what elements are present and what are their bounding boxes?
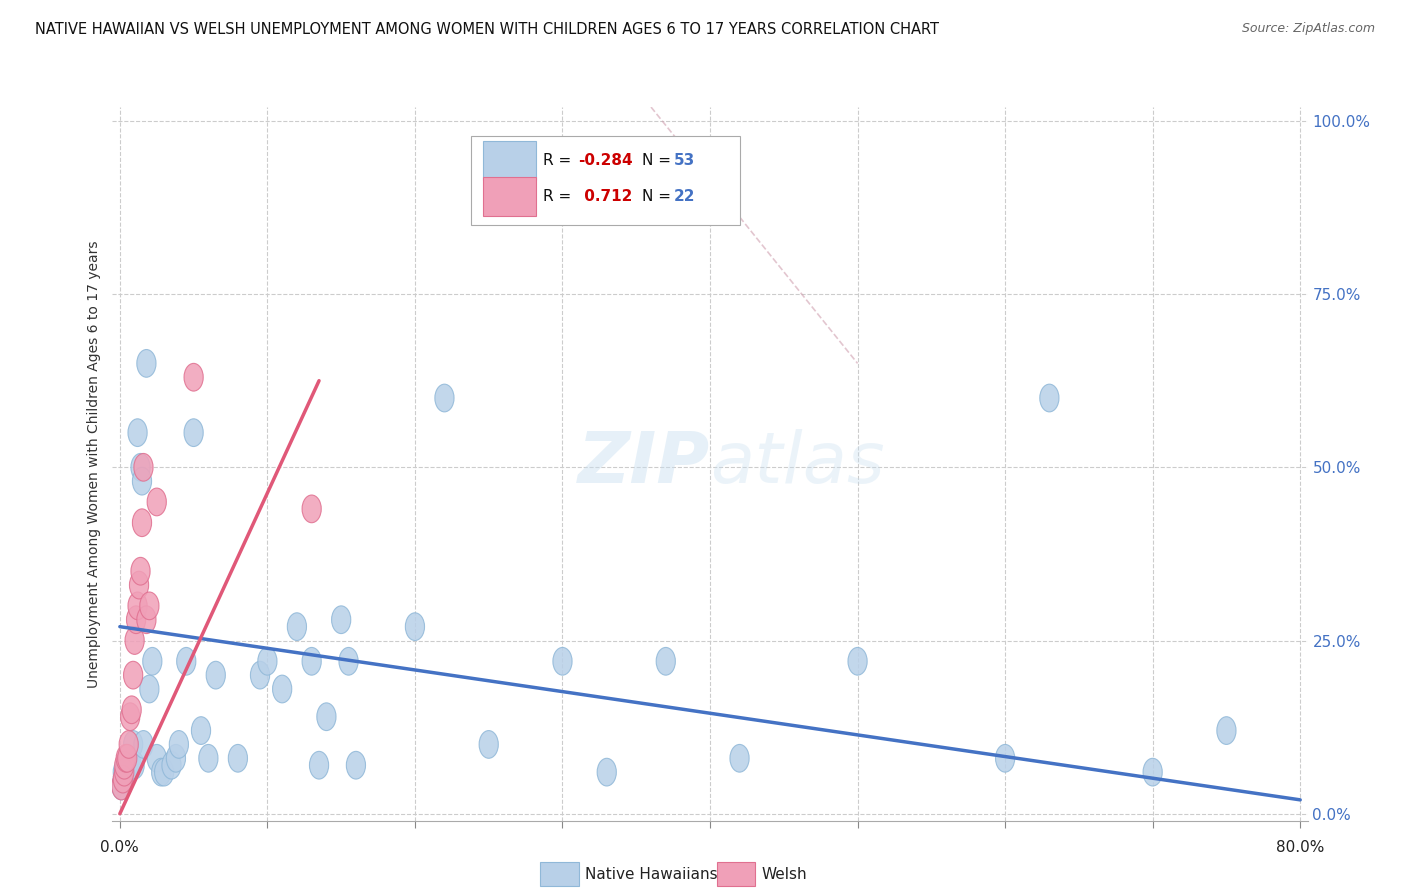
Ellipse shape bbox=[730, 745, 749, 772]
Text: N =: N = bbox=[643, 153, 676, 168]
Ellipse shape bbox=[162, 751, 181, 779]
Ellipse shape bbox=[316, 703, 336, 731]
Ellipse shape bbox=[132, 467, 152, 495]
Ellipse shape bbox=[191, 716, 211, 745]
Ellipse shape bbox=[848, 648, 868, 675]
Ellipse shape bbox=[117, 758, 135, 786]
Ellipse shape bbox=[125, 751, 145, 779]
Ellipse shape bbox=[346, 751, 366, 779]
Ellipse shape bbox=[339, 648, 359, 675]
Ellipse shape bbox=[302, 648, 321, 675]
Ellipse shape bbox=[1040, 384, 1059, 412]
Ellipse shape bbox=[169, 731, 188, 758]
Ellipse shape bbox=[995, 745, 1015, 772]
Ellipse shape bbox=[479, 731, 498, 758]
Ellipse shape bbox=[155, 758, 174, 786]
Ellipse shape bbox=[143, 648, 162, 675]
Ellipse shape bbox=[122, 696, 141, 723]
Ellipse shape bbox=[115, 758, 134, 786]
Ellipse shape bbox=[434, 384, 454, 412]
Text: 22: 22 bbox=[675, 189, 696, 203]
Ellipse shape bbox=[405, 613, 425, 640]
Ellipse shape bbox=[118, 745, 136, 772]
Ellipse shape bbox=[257, 648, 277, 675]
Ellipse shape bbox=[166, 745, 186, 772]
Text: N =: N = bbox=[643, 189, 676, 203]
Ellipse shape bbox=[115, 765, 134, 793]
Ellipse shape bbox=[287, 613, 307, 640]
Ellipse shape bbox=[553, 648, 572, 675]
Ellipse shape bbox=[250, 661, 270, 689]
Text: R =: R = bbox=[543, 189, 576, 203]
Text: 0.0%: 0.0% bbox=[100, 840, 139, 855]
Ellipse shape bbox=[114, 758, 132, 786]
Ellipse shape bbox=[134, 453, 153, 481]
Ellipse shape bbox=[121, 703, 139, 731]
Ellipse shape bbox=[134, 731, 153, 758]
Ellipse shape bbox=[228, 745, 247, 772]
Ellipse shape bbox=[124, 731, 143, 758]
Ellipse shape bbox=[184, 363, 204, 391]
Ellipse shape bbox=[177, 648, 195, 675]
Text: atlas: atlas bbox=[710, 429, 884, 499]
Ellipse shape bbox=[131, 558, 150, 585]
Ellipse shape bbox=[598, 758, 616, 786]
Ellipse shape bbox=[152, 758, 170, 786]
Ellipse shape bbox=[207, 661, 225, 689]
Ellipse shape bbox=[127, 606, 146, 633]
Ellipse shape bbox=[309, 751, 329, 779]
Text: ZIP: ZIP bbox=[578, 429, 710, 499]
Ellipse shape bbox=[114, 765, 132, 793]
Y-axis label: Unemployment Among Women with Children Ages 6 to 17 years: Unemployment Among Women with Children A… bbox=[87, 240, 101, 688]
Ellipse shape bbox=[136, 606, 156, 633]
FancyBboxPatch shape bbox=[717, 862, 755, 887]
Ellipse shape bbox=[131, 453, 150, 481]
Ellipse shape bbox=[1143, 758, 1163, 786]
FancyBboxPatch shape bbox=[471, 136, 740, 225]
Ellipse shape bbox=[198, 745, 218, 772]
Text: Source: ZipAtlas.com: Source: ZipAtlas.com bbox=[1241, 22, 1375, 36]
FancyBboxPatch shape bbox=[484, 177, 536, 216]
Ellipse shape bbox=[111, 772, 131, 800]
Ellipse shape bbox=[125, 627, 145, 655]
FancyBboxPatch shape bbox=[484, 141, 536, 180]
Ellipse shape bbox=[136, 350, 156, 377]
Ellipse shape bbox=[115, 751, 134, 779]
Ellipse shape bbox=[120, 731, 138, 758]
Text: NATIVE HAWAIIAN VS WELSH UNEMPLOYMENT AMONG WOMEN WITH CHILDREN AGES 6 TO 17 YEA: NATIVE HAWAIIAN VS WELSH UNEMPLOYMENT AM… bbox=[35, 22, 939, 37]
Ellipse shape bbox=[124, 661, 143, 689]
Ellipse shape bbox=[1216, 716, 1236, 745]
Ellipse shape bbox=[139, 675, 159, 703]
Ellipse shape bbox=[302, 495, 321, 523]
Text: Welsh: Welsh bbox=[762, 867, 807, 881]
Ellipse shape bbox=[148, 745, 166, 772]
Ellipse shape bbox=[114, 765, 132, 793]
Ellipse shape bbox=[132, 508, 152, 537]
Ellipse shape bbox=[139, 592, 159, 620]
Text: Native Hawaiians: Native Hawaiians bbox=[585, 867, 717, 881]
Text: R =: R = bbox=[543, 153, 576, 168]
Ellipse shape bbox=[148, 488, 166, 516]
Ellipse shape bbox=[115, 758, 134, 786]
Ellipse shape bbox=[657, 648, 675, 675]
Text: 53: 53 bbox=[675, 153, 696, 168]
Ellipse shape bbox=[128, 592, 148, 620]
Ellipse shape bbox=[332, 606, 350, 633]
Ellipse shape bbox=[118, 758, 136, 786]
Ellipse shape bbox=[129, 571, 149, 599]
Ellipse shape bbox=[122, 751, 141, 779]
Text: 0.712: 0.712 bbox=[579, 189, 631, 203]
FancyBboxPatch shape bbox=[540, 862, 579, 887]
Ellipse shape bbox=[184, 419, 204, 447]
Ellipse shape bbox=[111, 772, 131, 800]
Ellipse shape bbox=[117, 745, 135, 772]
Text: 80.0%: 80.0% bbox=[1277, 840, 1324, 855]
Ellipse shape bbox=[128, 419, 148, 447]
Ellipse shape bbox=[273, 675, 292, 703]
Ellipse shape bbox=[121, 751, 139, 779]
Text: -0.284: -0.284 bbox=[579, 153, 633, 168]
Ellipse shape bbox=[120, 751, 138, 779]
